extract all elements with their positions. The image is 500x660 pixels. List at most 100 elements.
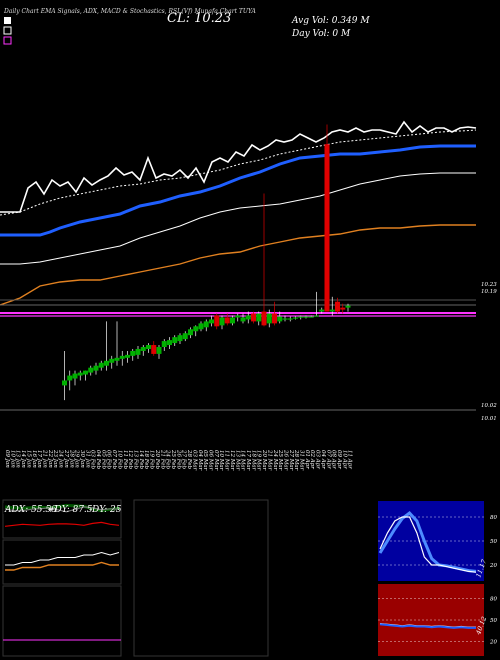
candle-body xyxy=(125,354,130,358)
candle-body xyxy=(130,350,136,356)
legend-swatch-50day xyxy=(3,26,12,35)
date-tick-label: 11 Apr xyxy=(347,450,353,469)
date-tick-label: 11 Mar xyxy=(224,450,230,471)
adx-label-backdrop xyxy=(3,503,118,514)
date-tick-label: 17 Mar xyxy=(245,450,251,471)
candle-body xyxy=(293,317,298,319)
date-tick-label: 14 Mar xyxy=(240,450,246,471)
candle-body xyxy=(314,315,319,317)
date-tick-label: 25 Mar xyxy=(277,449,283,471)
date-tick-label: 07 Feb xyxy=(111,450,117,470)
candle-body xyxy=(230,317,235,324)
candle-body xyxy=(83,370,88,375)
candle-body xyxy=(282,318,288,320)
candle-body xyxy=(167,340,172,346)
date-tick-label: 31 Mar xyxy=(299,450,305,471)
date-tick-label: 07 Apr xyxy=(325,450,331,469)
date-tick-label: 18 Feb xyxy=(143,450,149,470)
minus-di-value-label: -DY: 25 xyxy=(89,505,122,515)
macd-histogram-panel xyxy=(2,585,122,657)
avg-volume: Avg Vol: 0.349 M xyxy=(291,16,370,26)
date-tick-label: 10 Jan xyxy=(9,450,15,468)
price-axis-label: 10.02 xyxy=(481,403,497,409)
date-tick-label: 11 Feb xyxy=(122,450,128,470)
date-tick-label: 27 Jan xyxy=(63,449,69,468)
rsi-signal-line xyxy=(379,623,476,629)
date-tick-label: 23 Jan xyxy=(52,449,58,468)
date-tick-label: 10 Apr xyxy=(341,450,347,469)
candle-body xyxy=(114,357,120,361)
candle-body xyxy=(345,305,351,308)
date-tick-label: 14 Jan xyxy=(20,450,26,468)
date-tick-label: 13 Jan xyxy=(15,450,21,468)
candle-body xyxy=(146,345,151,349)
candlestick-series xyxy=(62,124,351,401)
candle-body xyxy=(303,316,309,318)
intraday-title: Intra Day Trading Price & MR SI xyxy=(137,490,265,499)
date-tick-label: 06 Feb xyxy=(106,450,112,470)
candle-body xyxy=(329,309,335,312)
candle-body xyxy=(235,315,241,318)
adx-panel: ADX: 55.56 +DY: 87.5 -DY: 25 xyxy=(2,499,122,539)
date-tick-label: 24 Feb xyxy=(165,449,171,470)
candle-body xyxy=(219,317,225,326)
date-tick-label: 03 Mar xyxy=(191,450,197,471)
date-tick-label: 26 Mar xyxy=(282,449,288,471)
chart-title-line: Daily Chart EMA Signals, ADX, MACD & Sto… xyxy=(3,8,256,15)
legend-adx-signal: ADX signal: BUY Slowing @ 0% xyxy=(5,85,111,93)
legend-swatch-20day xyxy=(4,17,11,24)
candle-body xyxy=(198,323,204,330)
date-tick-label: 20 Mar xyxy=(261,449,267,471)
candle-body xyxy=(245,315,251,320)
rsi-tick-label: 20 xyxy=(489,640,497,646)
date-tick-label: 02 Apr xyxy=(309,450,315,469)
date-tick-label: 25 Feb xyxy=(170,449,176,470)
macd-panel-frame xyxy=(2,539,122,585)
date-tick-label: 14 Feb xyxy=(138,450,144,470)
ema-dotted-line xyxy=(0,129,477,216)
macd-line xyxy=(5,551,120,566)
date-tick-label: 04 Feb xyxy=(95,450,101,470)
date-tick-label: 12 Feb xyxy=(127,450,133,470)
legend-20day: 20 Day = 10.19 xyxy=(13,16,77,25)
legend-macd: MACD: 10.23, 10.18, 0.05 C xyxy=(5,64,107,72)
macd-signal-line xyxy=(5,561,119,571)
legend-rsi: R SI 14/5: 40.12 / 88.76 xyxy=(5,56,91,64)
date-tick-label: 04 Apr xyxy=(320,450,326,469)
date-tick-label: 28 Mar xyxy=(293,449,299,471)
date-tick-label: 04 Mar xyxy=(197,450,203,471)
candle-body xyxy=(298,316,304,318)
rsi-tick-label: 50 xyxy=(490,618,497,624)
date-tick-label: 13 Feb xyxy=(133,450,139,470)
minus-di-line xyxy=(4,521,120,527)
date-tick-label: 27 Mar xyxy=(288,449,294,471)
date-tick-label: 30 Jan xyxy=(79,450,85,468)
candle-body xyxy=(251,313,256,322)
candle-body xyxy=(203,321,209,328)
date-tick-label: 24 Jan xyxy=(58,449,64,468)
candle-body xyxy=(214,315,220,327)
macd-histogram-frame xyxy=(2,585,122,657)
legend-stochastics: Stochastics = 11.17 xyxy=(6,47,77,55)
date-tick-label: 18 Mar xyxy=(250,450,256,471)
date-tick-label: 06 Mar xyxy=(207,450,213,471)
stochastics-k-line xyxy=(379,516,477,573)
date-tick-label: 10 Mar xyxy=(218,450,224,471)
price-axis-label: 10.19 xyxy=(481,289,497,295)
candle-body xyxy=(335,301,340,312)
stochastics-d-line xyxy=(378,510,477,573)
candle-body xyxy=(98,362,104,368)
candle-body xyxy=(287,318,293,320)
candle-body xyxy=(272,313,277,324)
candle-body xyxy=(182,333,188,340)
adx-macd-title: ADX & MACD xyxy=(4,490,58,499)
candle-body xyxy=(224,317,230,324)
candle-body xyxy=(261,311,267,326)
candle-body xyxy=(104,360,109,366)
date-tick-label: 03 Apr xyxy=(315,450,321,469)
candle-body xyxy=(156,347,162,354)
legend-50day: 50 Day = 10.12 xyxy=(14,26,77,35)
